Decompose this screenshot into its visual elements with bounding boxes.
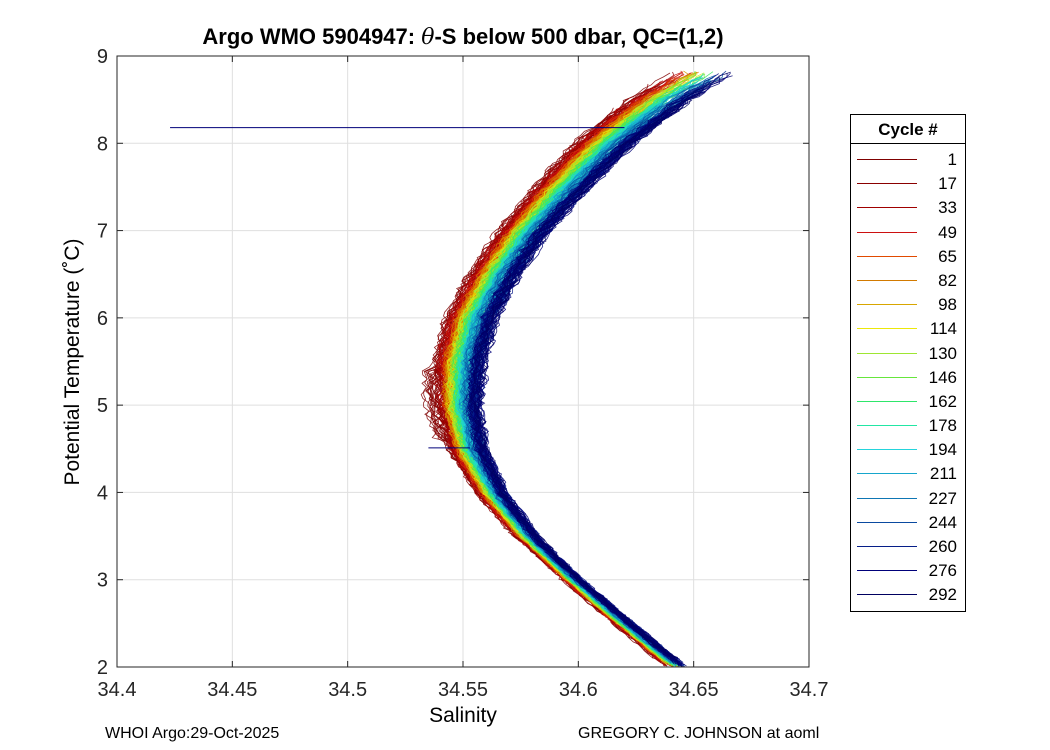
legend-line-swatch [857,207,917,209]
profile-line [441,90,662,661]
legend-item: 17 [851,172,965,196]
x-tick-label: 34.55 [438,679,488,701]
legend-item: 211 [851,462,965,486]
footer-left: WHOI Argo:29-Oct-2025 [105,725,280,742]
profile-line [462,83,701,658]
legend-line-swatch [857,328,917,330]
x-tick-label: 34.6 [559,679,598,701]
legend-item: 1 [851,148,965,172]
y-tick-label: 8 [97,133,108,155]
y-axis-ticks: 2 3 4 5 6 7 8 9 [97,46,809,679]
legend-line-swatch [857,497,917,499]
profile-line [433,97,662,664]
legend-item: 276 [851,559,965,583]
legend-item: 162 [851,390,965,414]
x-tick-label: 34.5 [328,679,367,701]
legend-line-swatch [857,376,917,378]
legend-label: 227 [928,488,957,508]
legend-line-swatch [857,425,917,427]
title-suffix: -S below 500 dbar, QC=(1,2) [434,24,724,49]
y-tick-label: 3 [97,570,108,592]
profiles [420,70,733,668]
legend-item: 98 [851,293,965,317]
y-tick-label: 6 [97,308,108,330]
legend-label: 49 [938,222,957,242]
legend-line-swatch [857,473,917,475]
x-axis-ticks: 34.4 34.45 34.5 34.55 34.6 34.65 34.7 [98,56,829,701]
spike-annotations [170,127,625,449]
legend-item: 114 [851,317,965,341]
legend-line-swatch [857,183,917,185]
legend-label: 276 [928,561,957,581]
profile-line [458,105,678,664]
legend-line-swatch [857,255,917,257]
x-axis-label: Salinity [429,704,497,727]
legend-line-swatch [857,449,917,451]
y-tick-label: 9 [97,46,108,68]
legend-line-swatch [857,594,917,596]
legend-item: 244 [851,511,965,535]
legend-label: 146 [928,367,957,387]
y-tick-label: 2 [97,657,108,679]
legend-label: 114 [929,319,957,339]
x-tick-label: 34.65 [669,679,719,701]
legend-label: 211 [929,464,957,484]
title-prefix: Argo WMO 5904947: [202,24,422,49]
legend-item: 260 [851,535,965,559]
title-theta-symbol: θ [421,25,435,50]
x-tick-label: 34.4 [98,679,137,701]
y-tick-label: 4 [97,482,108,504]
chart-title: Argo WMO 5904947: θ-S below 500 dbar, QC… [117,24,809,50]
legend-label: 292 [928,585,957,605]
x-tick-label: 34.45 [207,679,257,701]
legend-label: 82 [938,270,957,290]
profile-line [470,71,731,666]
legend-title: Cycle # [851,115,965,144]
legend-label: 244 [928,512,957,532]
legend-line-swatch [857,546,917,547]
legend-label: 98 [938,295,957,315]
legend-line-swatch [857,570,917,572]
legend-label: 65 [938,246,957,266]
legend-item: 146 [851,366,965,390]
legend-label: 162 [928,391,957,411]
x-tick-label: 34.7 [790,679,829,701]
legend-label: 1 [947,150,957,169]
grid-lines [116,55,810,668]
legend-line-swatch [857,304,917,306]
legend-item: 292 [851,583,965,607]
legend-line-swatch [857,400,917,402]
legend-label: 194 [928,440,957,460]
legend-label: 130 [928,343,957,363]
y-tick-label: 7 [97,221,108,243]
legend-line-swatch [857,352,917,354]
legend-item: 33 [851,196,965,220]
legend-line-swatch [857,521,917,523]
legend-label: 17 [938,174,957,194]
legend-line-swatch [857,279,917,281]
footer-right: GREGORY C. JOHNSON at aoml [578,725,820,742]
legend-items: 1 17 33 49 65 82 98 114 130 146 162 178 194 211 227 244… [851,144,965,611]
legend-line-swatch [857,231,917,233]
legend-item: 178 [851,414,965,438]
y-tick-label: 5 [97,395,108,417]
legend-item: 194 [851,438,965,462]
legend: Cycle # 1 17 33 49 65 82 98 114 130 146 162 178 194 2… [850,114,966,612]
legend-item: 49 [851,221,965,245]
legend-label: 260 [928,537,957,556]
legend-item: 130 [851,342,965,366]
legend-label: 33 [938,198,957,218]
legend-item: 65 [851,245,965,269]
legend-item: 82 [851,269,965,293]
legend-item: 227 [851,487,965,511]
legend-line-swatch [857,159,917,160]
profile-line [473,91,700,658]
legend-label: 178 [928,416,957,436]
y-axis-label: Potential Temperature (˚C) [61,238,84,486]
